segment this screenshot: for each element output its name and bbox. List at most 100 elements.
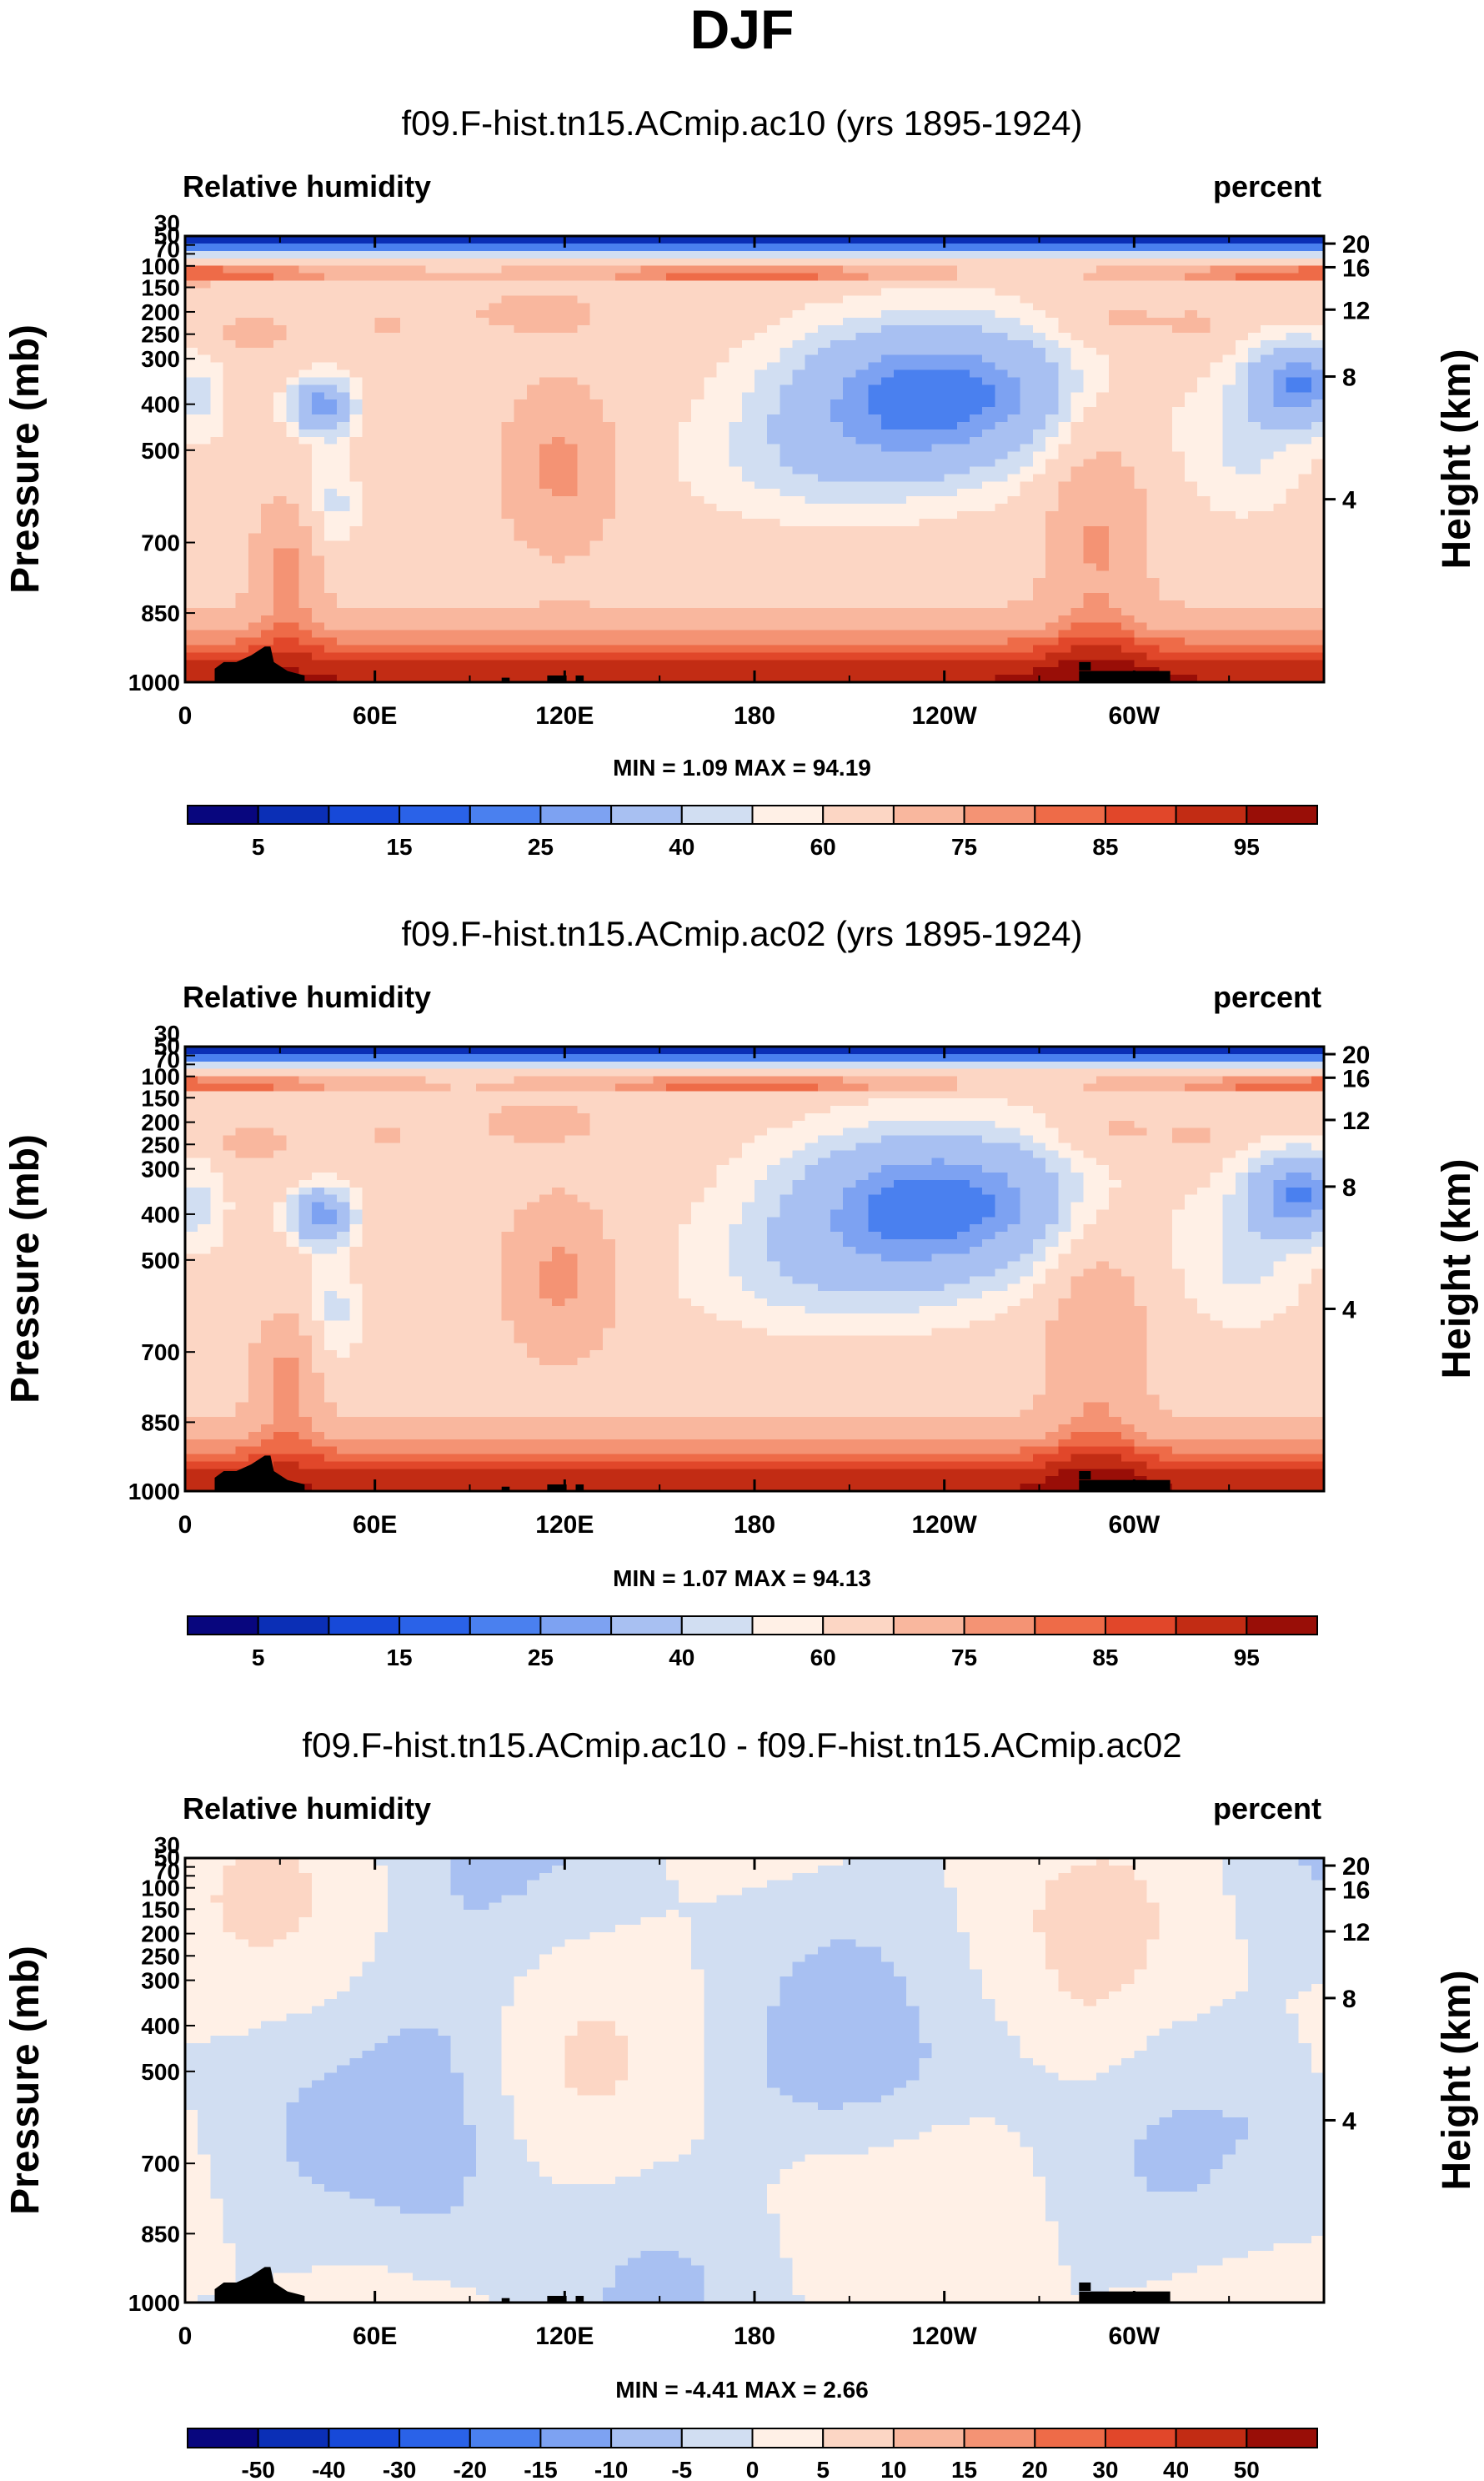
heatmap-cell <box>564 548 579 556</box>
heatmap-cell <box>1286 615 1300 624</box>
heatmap-cell <box>894 510 907 520</box>
heatmap-cell <box>944 392 958 400</box>
heatmap-cell <box>1134 243 1148 252</box>
heatmap-cell <box>564 504 579 512</box>
heatmap-cell <box>792 504 806 512</box>
heatmap-cell <box>1185 451 1198 460</box>
heatmap-cell <box>704 369 718 378</box>
heatmap-cell <box>489 630 503 639</box>
heatmap-cell <box>716 593 730 601</box>
heatmap-cell <box>324 622 338 631</box>
heatmap-cell <box>1247 510 1261 520</box>
heatmap-cell <box>1185 533 1198 542</box>
heatmap-cell <box>1235 295 1249 304</box>
heatmap-cell <box>1286 607 1300 616</box>
heatmap-cell <box>1210 615 1224 624</box>
heatmap-cell <box>817 369 831 378</box>
heatmap-cell <box>1020 295 1034 304</box>
heatmap-cell <box>1159 436 1173 445</box>
heatmap-cell <box>665 548 679 556</box>
heatmap-cell <box>792 555 806 564</box>
heatmap-cell <box>894 310 907 319</box>
heatmap-cell <box>704 630 718 639</box>
heatmap-cell <box>476 555 489 564</box>
heatmap-cell <box>539 533 553 542</box>
heatmap-cell <box>1083 481 1097 490</box>
heatmap-cell <box>755 474 768 482</box>
heatmap-cell <box>1197 489 1211 497</box>
heatmap-cell <box>615 407 629 415</box>
heatmap-cell <box>476 533 489 542</box>
heatmap-cell <box>552 429 565 438</box>
heatmap-cell <box>1159 444 1173 453</box>
heatmap-cell <box>982 265 995 274</box>
heatmap-cell <box>615 362 629 371</box>
heatmap-cell <box>780 392 794 400</box>
heatmap-cell <box>526 645 540 653</box>
heatmap-cell <box>970 637 983 645</box>
heatmap-cell <box>489 436 503 445</box>
heatmap-cell <box>691 622 704 631</box>
heatmap-cell <box>628 525 641 535</box>
heatmap-cell <box>185 369 198 378</box>
heatmap-cell <box>1298 429 1312 438</box>
heatmap-cell <box>589 525 604 535</box>
heatmap-cell <box>476 622 489 631</box>
heatmap-cell <box>286 615 300 624</box>
heatmap-cell <box>741 548 755 556</box>
heatmap-cell <box>970 377 983 385</box>
heatmap-cell <box>792 510 806 520</box>
heatmap-cell <box>261 325 274 334</box>
heatmap-cell <box>780 318 794 326</box>
heatmap-cell <box>1171 518 1186 527</box>
heatmap-cell <box>198 392 211 400</box>
heatmap-cell <box>970 540 983 550</box>
heatmap-cell <box>982 421 995 430</box>
heatmap-cell <box>273 645 287 653</box>
heatmap-cell <box>868 332 882 341</box>
heatmap-cell <box>463 563 477 571</box>
heatmap-cell <box>1020 399 1034 408</box>
heatmap-cell <box>1197 540 1211 550</box>
heatmap-cell <box>298 407 313 415</box>
heatmap-cell <box>615 265 629 274</box>
heatmap-cell <box>995 563 1009 571</box>
heatmap-cell <box>337 518 350 527</box>
heatmap-cell <box>185 645 198 653</box>
heatmap-cell <box>995 236 1009 244</box>
heatmap-cell <box>640 250 654 259</box>
heatmap-cell <box>564 339 579 349</box>
heatmap-cell <box>628 444 641 453</box>
heatmap-cell <box>324 407 338 415</box>
heatmap-cell <box>539 459 553 467</box>
heatmap-cell <box>1210 339 1224 349</box>
heatmap-cell <box>1247 540 1261 550</box>
heatmap-cell <box>1197 429 1211 438</box>
heatmap-cell <box>767 295 780 304</box>
heatmap-cell <box>741 540 755 550</box>
heatmap-cell <box>843 637 856 645</box>
heatmap-cell <box>704 496 718 505</box>
heatmap-cell <box>1109 518 1122 527</box>
heatmap-cell <box>640 392 654 400</box>
heatmap-cell <box>1298 399 1312 408</box>
heatmap-cell <box>450 273 464 282</box>
heatmap-cell <box>615 548 629 556</box>
heatmap-cell <box>438 318 452 326</box>
heatmap-cell <box>324 310 338 319</box>
heatmap-cell <box>489 384 503 393</box>
heatmap-cell <box>704 325 718 334</box>
heatmap-cell <box>374 436 389 445</box>
heatmap-cell <box>755 451 768 460</box>
heatmap-cell <box>716 548 730 556</box>
heatmap-cell <box>501 645 515 653</box>
heatmap-cell <box>995 481 1009 490</box>
heatmap-cell <box>261 280 274 289</box>
heatmap-cell <box>1247 474 1261 482</box>
heatmap-cell <box>476 392 489 400</box>
heatmap-cell <box>539 444 553 453</box>
heatmap-cell <box>615 377 629 385</box>
heatmap-cell <box>589 622 604 631</box>
heatmap-cell <box>235 510 249 520</box>
heatmap-cell <box>1235 369 1249 378</box>
